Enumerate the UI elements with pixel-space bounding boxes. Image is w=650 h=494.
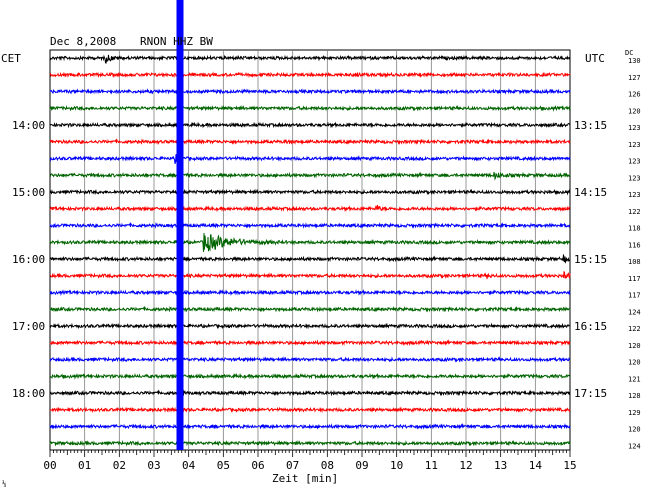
dc-value: 108 bbox=[628, 258, 641, 266]
trace-line bbox=[49, 88, 571, 96]
hour-label-right: 13:15 bbox=[574, 119, 607, 132]
dc-value: 118 bbox=[628, 225, 641, 233]
trace-line bbox=[49, 270, 571, 280]
x-tick-label: 13 bbox=[494, 459, 507, 472]
hour-label-left: 15:00 bbox=[12, 186, 45, 199]
trace-line bbox=[49, 339, 571, 347]
dc-value: 117 bbox=[628, 292, 641, 300]
trace-line bbox=[49, 439, 571, 447]
dc-value: 124 bbox=[628, 442, 641, 450]
left-zone-label: CET bbox=[1, 52, 21, 65]
hour-label-right: 15:15 bbox=[574, 253, 607, 266]
trace-line bbox=[49, 204, 571, 213]
dc-value: 129 bbox=[628, 409, 641, 417]
dc-value: 124 bbox=[628, 308, 641, 316]
grid bbox=[49, 49, 571, 457]
trace-line bbox=[49, 104, 571, 112]
x-tick-label: 00 bbox=[43, 459, 56, 472]
trace-line bbox=[49, 54, 571, 64]
x-tick-label: 11 bbox=[425, 459, 438, 472]
trace-line bbox=[49, 372, 571, 380]
x-tick-label: 04 bbox=[182, 459, 196, 472]
trace-line bbox=[49, 305, 571, 313]
x-tick-label: 10 bbox=[390, 459, 403, 472]
hour-label-left: 16:00 bbox=[12, 253, 45, 266]
time-marker bbox=[176, 0, 184, 450]
dc-value: 123 bbox=[628, 174, 641, 182]
dc-value: 130 bbox=[628, 57, 641, 65]
trace-line bbox=[49, 154, 571, 164]
footer-mark: ⅓ bbox=[2, 479, 6, 488]
dc-value: 120 bbox=[628, 107, 641, 115]
trace-line bbox=[49, 121, 571, 129]
trace-line bbox=[49, 138, 571, 145]
trace-line bbox=[49, 171, 571, 181]
hour-label-left: 14:00 bbox=[12, 119, 45, 132]
hour-label-left: 17:00 bbox=[12, 320, 45, 333]
hour-label-right: 14:15 bbox=[574, 186, 607, 199]
x-tick-label: 06 bbox=[251, 459, 264, 472]
trace-line bbox=[49, 288, 571, 297]
traces bbox=[49, 54, 571, 447]
dc-value: 127 bbox=[628, 74, 641, 82]
dc-value: 123 bbox=[628, 158, 641, 166]
x-tick-label: 14 bbox=[529, 459, 543, 472]
labels: Dec 8,2008 RNON HHZ BW CET UTC DC Zeit [… bbox=[1, 35, 641, 488]
dc-value: 128 bbox=[628, 392, 641, 400]
trace-line bbox=[49, 422, 571, 430]
dc-value: 122 bbox=[628, 325, 641, 333]
trace-line bbox=[49, 406, 571, 414]
dc-value: 116 bbox=[628, 241, 641, 249]
plot-frame bbox=[49, 49, 571, 451]
x-tick-label: 07 bbox=[286, 459, 299, 472]
hour-label-left: 18:00 bbox=[12, 387, 45, 400]
hour-label-right: 17:15 bbox=[574, 387, 607, 400]
x-tick-label: 02 bbox=[113, 459, 126, 472]
x-tick-label: 08 bbox=[321, 459, 334, 472]
trace-line bbox=[49, 389, 571, 397]
dc-value: 126 bbox=[628, 91, 641, 99]
dc-value: 120 bbox=[628, 426, 641, 434]
trace-line bbox=[49, 188, 571, 196]
dc-value: 122 bbox=[628, 208, 641, 216]
right-zone-label: UTC bbox=[585, 52, 605, 65]
trace-line bbox=[49, 356, 571, 363]
trace-line bbox=[49, 222, 571, 229]
x-tick-label: 03 bbox=[147, 459, 160, 472]
dc-header: DC bbox=[625, 49, 633, 57]
header-date: Dec 8,2008 bbox=[50, 35, 116, 48]
trace-line bbox=[49, 322, 571, 330]
x-tick-label: 09 bbox=[355, 459, 368, 472]
trace-line bbox=[49, 71, 571, 79]
dc-value: 123 bbox=[628, 191, 641, 199]
header-station: RNON HHZ BW bbox=[140, 35, 213, 48]
dc-value: 120 bbox=[628, 359, 641, 367]
dc-value: 123 bbox=[628, 141, 641, 149]
hour-label-right: 16:15 bbox=[574, 320, 607, 333]
x-tick-label: 01 bbox=[78, 459, 91, 472]
dc-value: 121 bbox=[628, 375, 641, 383]
dc-value: 117 bbox=[628, 275, 641, 283]
trace-line bbox=[49, 233, 571, 252]
x-axis-label: Zeit [min] bbox=[272, 472, 338, 485]
x-tick-label: 12 bbox=[459, 459, 472, 472]
x-tick-label: 15 bbox=[563, 459, 576, 472]
dc-value: 120 bbox=[628, 342, 641, 350]
dc-value: 123 bbox=[628, 124, 641, 132]
trace-line bbox=[49, 254, 571, 264]
x-tick-label: 05 bbox=[217, 459, 230, 472]
